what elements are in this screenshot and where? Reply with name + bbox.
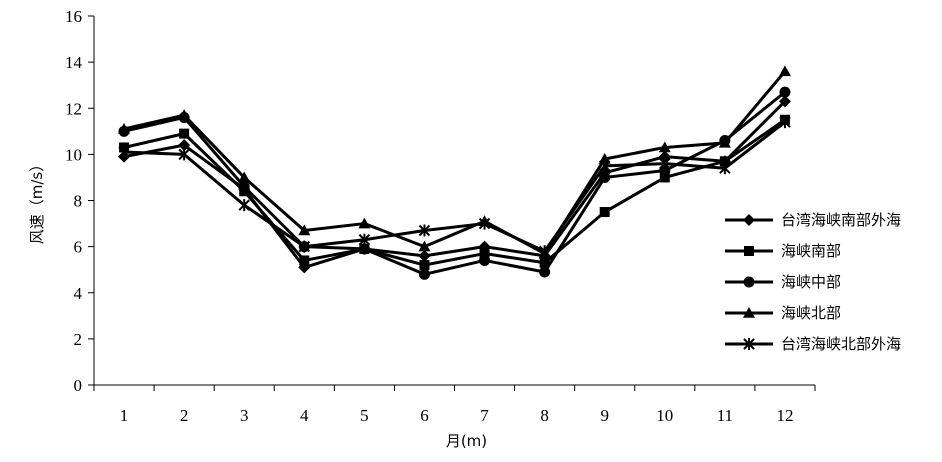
series-5 bbox=[118, 116, 791, 258]
legend-item: 台湾海峡北部外海 bbox=[725, 335, 901, 353]
data-point-diamond bbox=[178, 139, 191, 152]
data-point-triangle bbox=[598, 152, 611, 164]
legend-label: 海峡南部 bbox=[781, 242, 841, 260]
x-tick-label: 6 bbox=[420, 406, 429, 425]
x-tick-label: 12 bbox=[776, 406, 793, 425]
data-point-triangle bbox=[418, 240, 431, 252]
data-point-circle bbox=[599, 171, 611, 183]
legend-marker-triangle bbox=[743, 307, 755, 318]
data-point-asterisk bbox=[719, 162, 731, 175]
data-point-triangle bbox=[658, 141, 671, 153]
data-point-triangle bbox=[298, 224, 311, 236]
y-tick-label: 12 bbox=[65, 99, 82, 118]
x-axis-title: 月(m) bbox=[446, 432, 487, 450]
legend-marker-asterisk bbox=[743, 338, 755, 350]
y-tick-label: 14 bbox=[65, 53, 83, 72]
data-point-asterisk bbox=[118, 146, 130, 159]
series-2 bbox=[119, 114, 790, 271]
y-tick-label: 6 bbox=[74, 238, 83, 257]
x-tick-label: 9 bbox=[600, 406, 609, 425]
data-point-triangle bbox=[178, 109, 191, 120]
data-point-circle bbox=[659, 165, 671, 177]
x-tick-label: 5 bbox=[360, 406, 369, 425]
y-tick-label: 8 bbox=[74, 192, 83, 211]
data-point-triangle bbox=[358, 217, 371, 229]
y-tick-label: 0 bbox=[74, 376, 83, 395]
data-point-diamond bbox=[778, 95, 791, 108]
legend-label: 台湾海峡南部外海 bbox=[781, 211, 901, 229]
legend-label: 海峡中部 bbox=[781, 273, 841, 291]
data-point-square bbox=[179, 128, 190, 139]
data-point-circle bbox=[479, 254, 491, 266]
legend-label: 海峡北部 bbox=[781, 304, 841, 322]
data-point-triangle bbox=[118, 123, 131, 134]
x-tick-label: 7 bbox=[480, 406, 489, 425]
y-tick-label: 4 bbox=[74, 284, 83, 303]
data-point-asterisk bbox=[779, 116, 791, 129]
legend-label: 台湾海峡北部外海 bbox=[781, 335, 901, 353]
series-line bbox=[123, 70, 787, 256]
x-tick-label: 2 bbox=[180, 406, 189, 425]
data-point-asterisk bbox=[659, 157, 671, 170]
data-point-circle bbox=[358, 243, 370, 255]
series-4 bbox=[118, 65, 791, 259]
y-tick-label: 16 bbox=[65, 7, 82, 26]
x-tick-label: 3 bbox=[240, 406, 249, 425]
series-line bbox=[123, 90, 786, 276]
data-point-triangle bbox=[778, 65, 791, 77]
data-point-asterisk bbox=[599, 159, 611, 172]
data-point-circle bbox=[779, 86, 791, 98]
legend-marker-circle bbox=[743, 276, 755, 288]
x-tick-label: 11 bbox=[717, 406, 733, 425]
data-point-circle bbox=[418, 268, 430, 280]
legend-item: 海峡南部 bbox=[725, 242, 841, 260]
x-tick-label: 4 bbox=[300, 406, 309, 425]
series-line bbox=[123, 118, 786, 267]
data-point-asterisk bbox=[178, 148, 190, 161]
series-layer bbox=[118, 65, 791, 280]
series-line bbox=[123, 100, 787, 269]
legend-item: 海峡中部 bbox=[725, 273, 841, 291]
data-point-asterisk bbox=[358, 233, 371, 246]
data-point-square bbox=[599, 207, 610, 218]
data-point-asterisk bbox=[298, 240, 310, 253]
data-point-circle bbox=[539, 266, 551, 278]
x-tick-label: 8 bbox=[540, 406, 549, 425]
data-point-asterisk bbox=[418, 224, 431, 237]
y-tick-label: 2 bbox=[74, 330, 83, 349]
data-point-square bbox=[479, 248, 490, 259]
legend-item: 台湾海峡南部外海 bbox=[725, 211, 901, 229]
data-point-circle bbox=[238, 181, 250, 193]
data-point-asterisk bbox=[538, 245, 551, 258]
data-point-triangle bbox=[238, 171, 251, 183]
legend-item: 海峡北部 bbox=[725, 304, 841, 322]
legend-marker-square bbox=[744, 246, 754, 256]
data-point-square bbox=[659, 172, 670, 183]
y-tick-label: 10 bbox=[65, 145, 82, 164]
x-tick-label: 1 bbox=[120, 406, 129, 425]
data-point-asterisk bbox=[478, 217, 491, 230]
data-point-triangle bbox=[718, 136, 731, 148]
y-axis-title: 风速（m/s） bbox=[28, 157, 46, 244]
x-tick-label: 10 bbox=[656, 406, 673, 425]
data-point-square bbox=[539, 257, 550, 268]
data-point-square bbox=[299, 255, 310, 266]
data-point-asterisk bbox=[238, 199, 250, 212]
legend-marker-diamond bbox=[743, 214, 755, 226]
data-point-square bbox=[419, 260, 430, 271]
data-point-square bbox=[719, 156, 730, 167]
series-line bbox=[123, 120, 786, 253]
data-point-diamond bbox=[418, 249, 431, 262]
